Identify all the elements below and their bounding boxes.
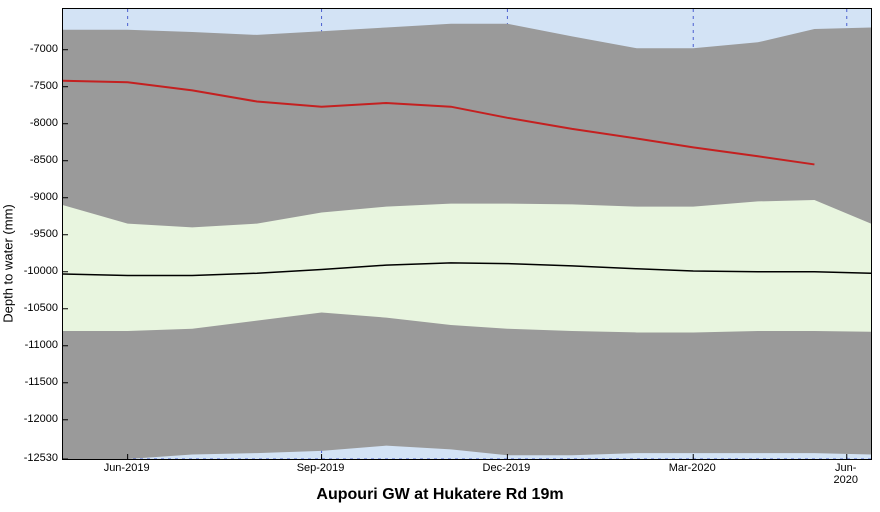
y-tick-label: -8000 [30, 117, 58, 129]
y-tick-label: -11500 [25, 376, 58, 388]
y-tick-label: -9000 [30, 191, 58, 203]
x-tick-label: Jun-2020 [829, 462, 863, 486]
y-tick-label: -9500 [30, 228, 58, 240]
plot-area [62, 8, 872, 460]
y-tick-label: -7500 [30, 80, 58, 92]
y-axis-label: Depth to water (mm) [1, 204, 16, 322]
x-tick-label: Dec-2019 [483, 462, 531, 474]
x-tick-label: Mar-2020 [669, 462, 716, 474]
x-tick-label: Sep-2019 [297, 462, 345, 474]
y-tick-label: -7000 [30, 43, 58, 55]
y-tick-label: -12000 [24, 413, 58, 425]
y-tick-label: -12530 [24, 452, 58, 464]
chart-container: Depth to water (mm) Aupouri GW at Hukate… [0, 0, 880, 512]
chart-title: Aupouri GW at Hukatere Rd 19m [0, 486, 880, 504]
y-tick-label: -10500 [24, 302, 58, 314]
x-tick-label: Jun-2019 [104, 462, 150, 474]
y-tick-label: -10000 [24, 265, 58, 277]
y-tick-label: -8500 [30, 154, 58, 166]
chart-svg [63, 9, 871, 459]
y-tick-label: -11000 [25, 339, 58, 351]
